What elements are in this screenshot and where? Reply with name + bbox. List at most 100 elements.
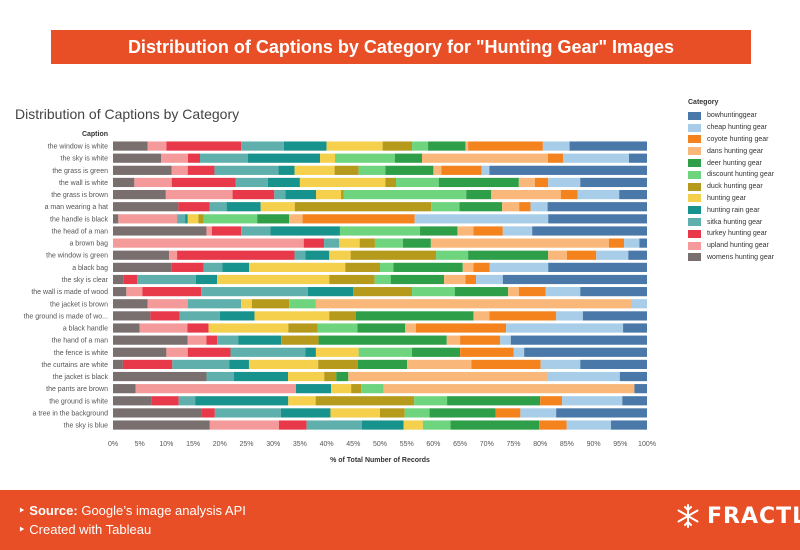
bar-segment xyxy=(214,165,279,175)
legend-swatch xyxy=(688,218,701,227)
bar-segment xyxy=(187,323,209,333)
bar-segment xyxy=(454,287,509,297)
bar-segment xyxy=(548,214,647,224)
bar-segment xyxy=(495,408,521,418)
legend-swatch xyxy=(688,170,701,179)
y-axis-label: Caption xyxy=(82,131,108,138)
bar-segment xyxy=(126,287,143,297)
bar-segment xyxy=(489,311,557,321)
legend-item: womens hunting gear xyxy=(688,252,774,264)
bar-segment xyxy=(433,165,442,175)
bar-segment xyxy=(135,384,297,394)
bar-segment xyxy=(358,165,386,175)
bar-segment xyxy=(582,311,647,321)
stacked-bar-chart: Caption the window is white the sky is whi… xyxy=(24,131,656,464)
bar-segment xyxy=(415,323,507,333)
bar-segment xyxy=(171,262,204,272)
bar-segment xyxy=(307,287,354,297)
category-label: a black handle xyxy=(63,326,108,333)
bar-segment xyxy=(169,250,178,260)
category-label: the head of a man xyxy=(52,228,109,235)
bar-segment xyxy=(172,359,230,370)
bar-segment xyxy=(441,165,482,175)
bar-segment xyxy=(545,287,581,297)
x-tick-label: 65% xyxy=(453,441,467,448)
bar-segment xyxy=(177,250,295,260)
bar-segment xyxy=(288,323,318,333)
bar-segment xyxy=(123,274,138,285)
bar-segment xyxy=(257,214,290,224)
bar-segment xyxy=(289,214,303,224)
category-label: the hand of a man xyxy=(52,338,109,345)
bar-segment xyxy=(122,359,173,370)
bar-segment xyxy=(489,262,549,272)
bar-segment xyxy=(566,420,612,430)
bar-segment xyxy=(281,335,319,345)
bar-segment xyxy=(556,408,647,418)
legend-item: duck hunting gear xyxy=(688,181,774,193)
bar-segment xyxy=(623,323,647,333)
bar-segment xyxy=(510,335,647,345)
bar-segment xyxy=(195,274,218,285)
legend-item: upland hunting gear xyxy=(688,240,774,252)
bar-segment xyxy=(203,214,258,224)
triangle-bullet-icon: ‣ xyxy=(18,503,26,518)
bar-segment xyxy=(161,153,188,163)
bar-segment xyxy=(222,262,250,272)
bar-segment xyxy=(436,250,469,260)
legend-swatch xyxy=(688,206,701,215)
category-label: a man wearing a hat xyxy=(45,204,108,211)
bar-segment xyxy=(577,189,620,200)
bar-segment xyxy=(393,262,463,272)
bar-segment xyxy=(624,238,640,248)
legend-swatch xyxy=(688,159,701,168)
bar-segment xyxy=(402,238,431,248)
bar-segment xyxy=(178,202,210,212)
category-label: the handle is black xyxy=(50,216,108,223)
category-label: the jacket is brown xyxy=(50,301,108,308)
bar-segment xyxy=(334,165,359,175)
bar-segment xyxy=(471,359,541,370)
bar-segment xyxy=(520,408,557,418)
bar-segment xyxy=(444,274,466,285)
category-label: the wall is made of wood xyxy=(31,289,108,296)
bar-segment xyxy=(430,238,609,248)
bar-segment xyxy=(547,202,647,212)
bar-segment xyxy=(374,238,403,248)
bar-segment xyxy=(385,177,397,188)
bar-segment xyxy=(198,214,204,224)
category-label: the sky is white xyxy=(61,156,109,163)
bar-segment xyxy=(447,396,541,406)
bar-segment xyxy=(329,274,375,285)
x-tick-label: 70% xyxy=(480,441,494,448)
banner-title: Distribution of Captions by Category for… xyxy=(51,30,751,64)
bar-segment xyxy=(166,347,188,357)
bar-segment xyxy=(491,189,561,200)
bar-segment xyxy=(540,396,563,406)
bar-segment xyxy=(336,371,349,382)
category-label: the ground is made of wo... xyxy=(24,313,108,320)
category-label: the ground is white xyxy=(49,398,108,405)
bar-segment xyxy=(395,153,422,163)
bar-segment xyxy=(270,226,340,236)
category-label: the sky is blue xyxy=(64,423,108,430)
bar-segment xyxy=(113,347,167,357)
bar-segment xyxy=(201,287,308,297)
x-tick-label: 15% xyxy=(186,441,200,448)
bar-segment xyxy=(502,274,647,285)
bar-segment xyxy=(200,153,248,163)
bar-segment xyxy=(209,420,280,430)
bar-segment xyxy=(329,311,356,321)
bar-segment xyxy=(113,323,140,333)
bar-segment xyxy=(345,262,380,272)
bar-segment xyxy=(548,177,581,188)
fractl-logo: FRACTL xyxy=(675,503,800,529)
bar-segment xyxy=(547,371,620,382)
bar-segment xyxy=(232,189,275,200)
legend-label: upland hunting gear xyxy=(707,242,769,250)
bar-segment xyxy=(151,396,179,406)
bar-segment xyxy=(628,250,647,260)
legend-swatch xyxy=(688,253,701,262)
bar-segment xyxy=(303,238,325,248)
legend-label: coyote hunting gear xyxy=(707,135,769,143)
